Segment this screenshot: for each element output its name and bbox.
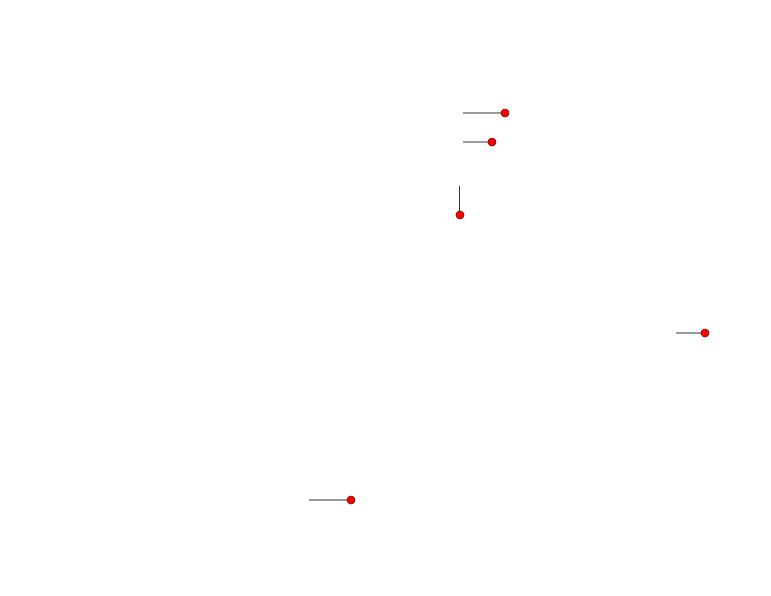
marker-4[interactable]: [676, 328, 710, 338]
marker-dot[interactable]: [455, 210, 465, 220]
marker-5[interactable]: [309, 495, 356, 505]
marker-dot[interactable]: [487, 137, 497, 147]
marker-dot[interactable]: [500, 108, 510, 118]
marker-1[interactable]: [463, 108, 510, 118]
marker-2[interactable]: [463, 137, 497, 147]
marker-3[interactable]: [455, 186, 465, 220]
marker-dot[interactable]: [700, 328, 710, 338]
marker-dot[interactable]: [346, 495, 356, 505]
